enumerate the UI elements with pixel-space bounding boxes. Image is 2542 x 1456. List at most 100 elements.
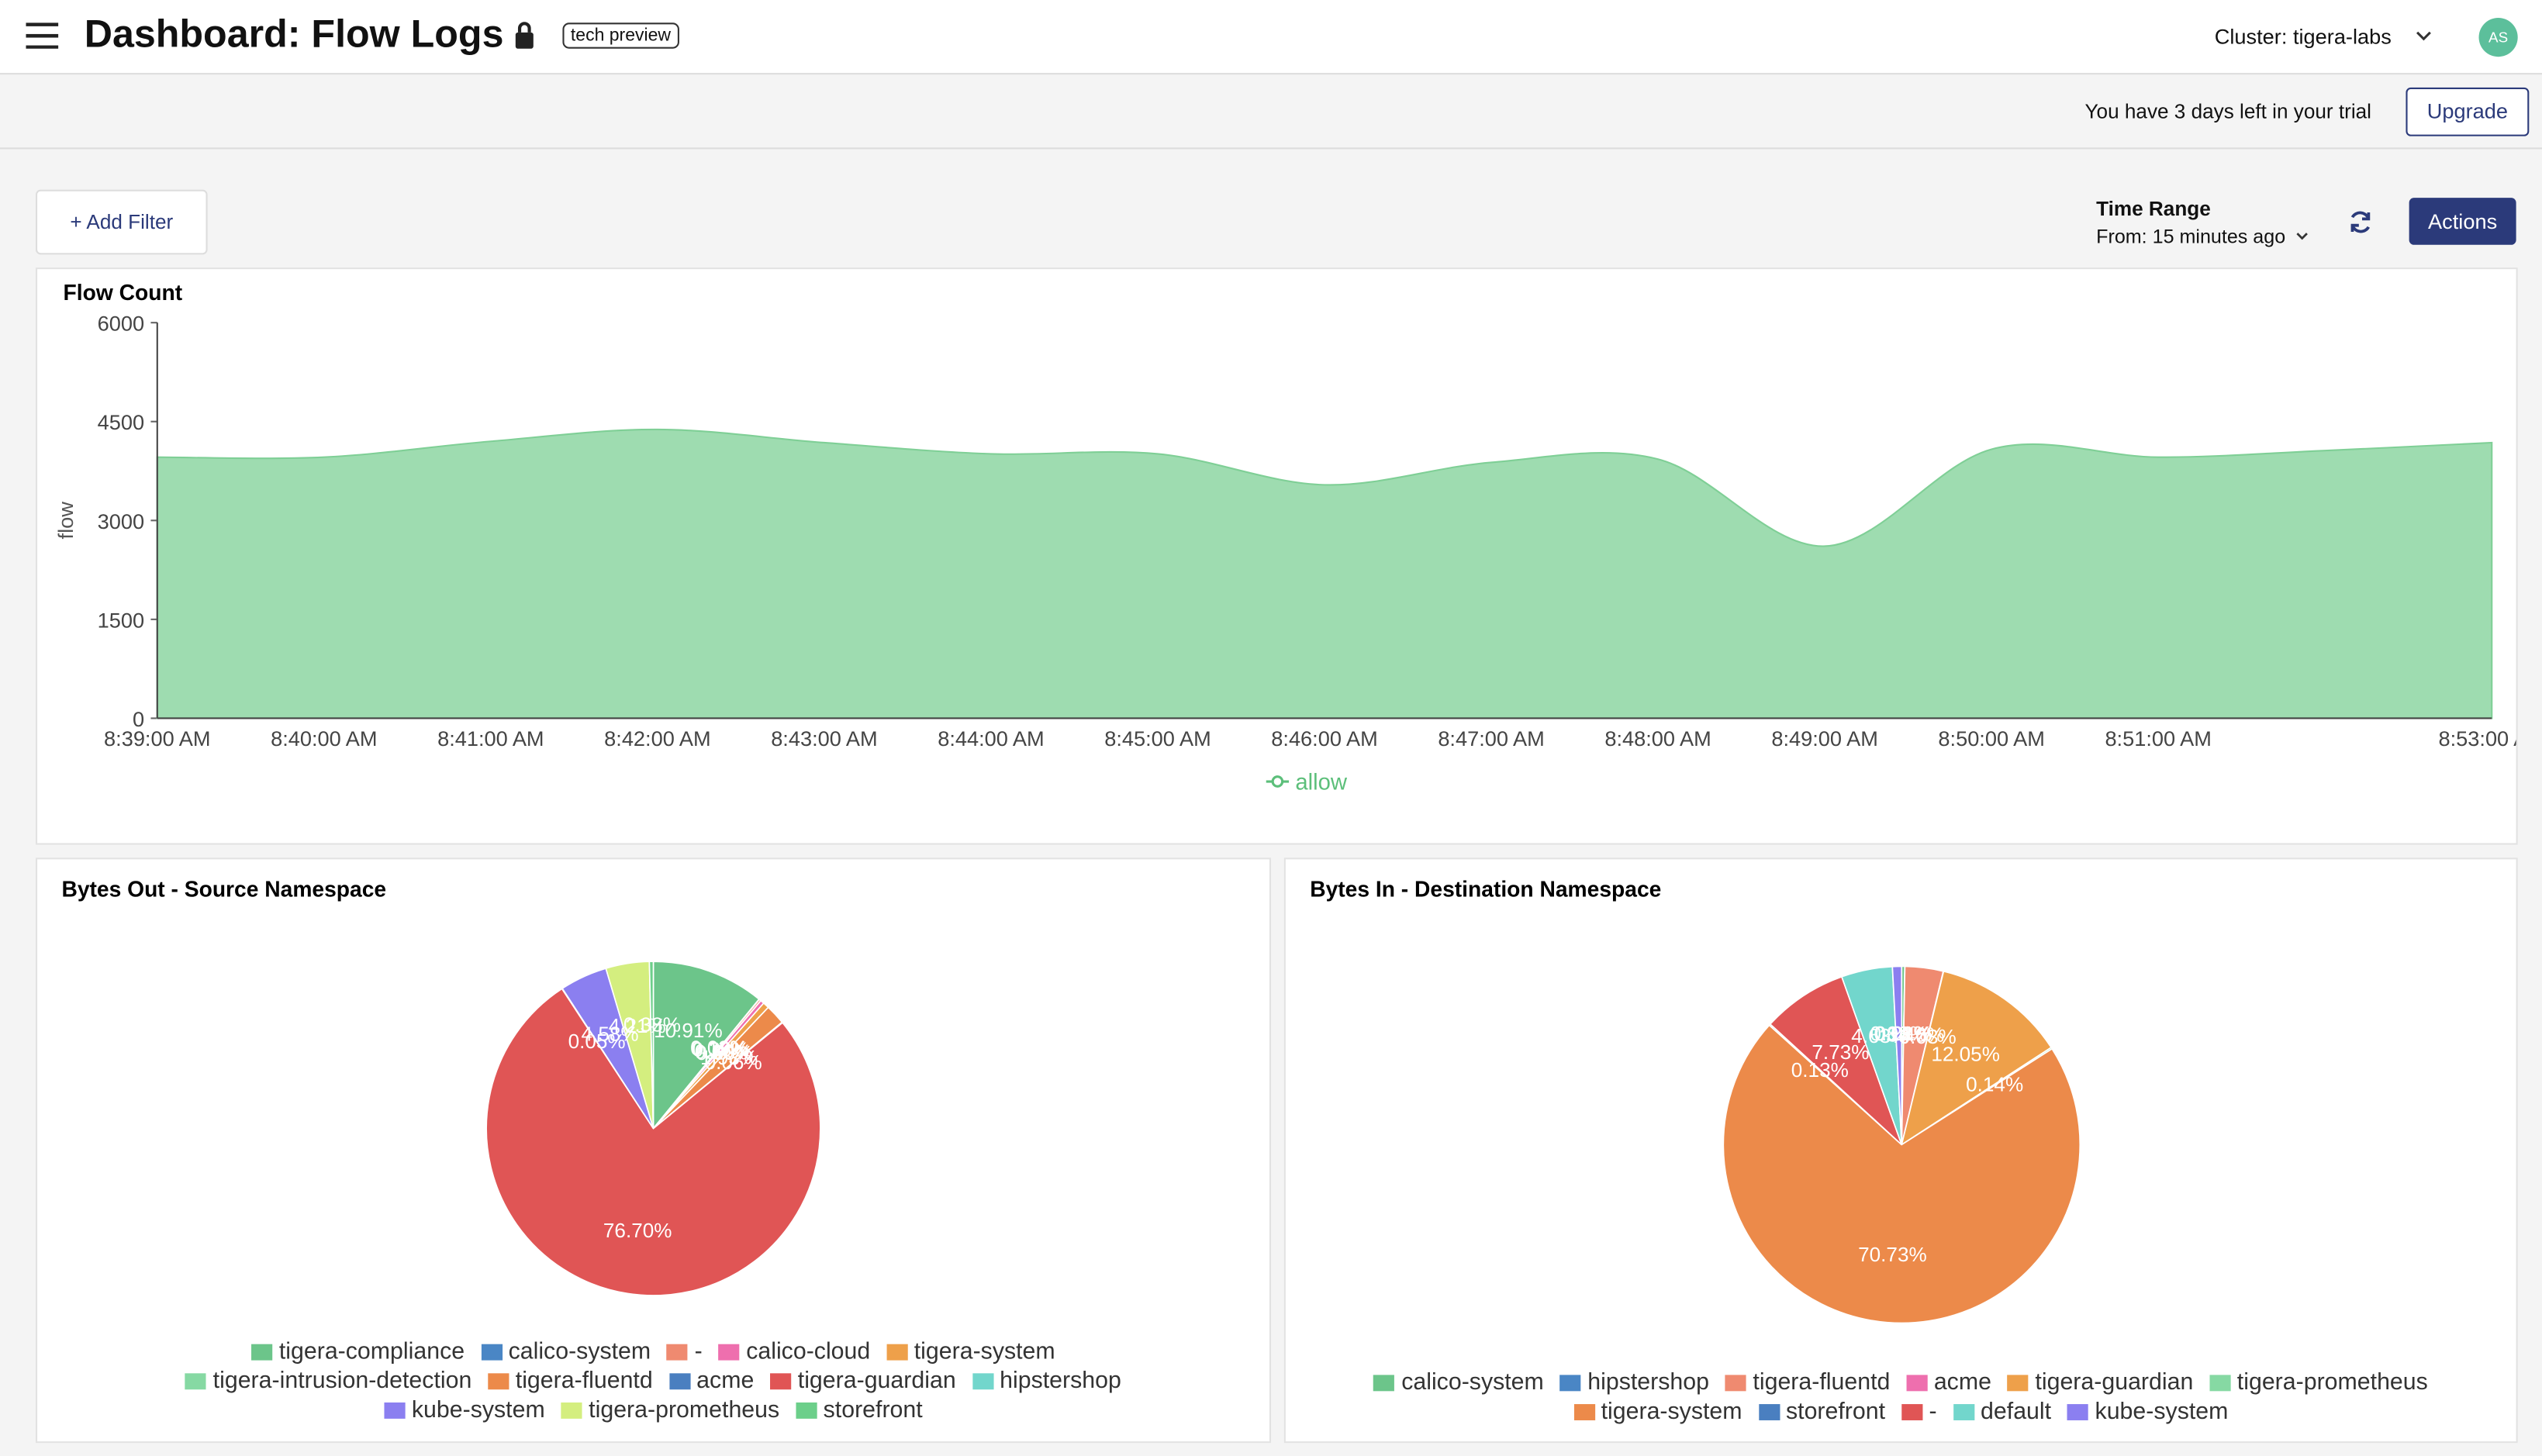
- slice-label: 0.03%: [690, 1037, 748, 1060]
- legend-swatch: [1573, 1404, 1595, 1420]
- legend-item: tigera-prometheus: [561, 1398, 779, 1423]
- slice-label: 4.63%: [1851, 1024, 1908, 1047]
- x-tick-label: 8:51:00 AM: [2105, 726, 2211, 750]
- time-range-label: Time Range: [2096, 198, 2211, 221]
- y-tick-label: 4500: [98, 410, 144, 434]
- legend-item: tigera-fluentd: [1725, 1370, 1890, 1396]
- slice-label: 0.00%: [696, 1041, 753, 1064]
- flow-count-card: Flow Count flow 0 1500 3000 4500 6000 allow 8:39…: [35, 267, 2542, 845]
- legend-item: calico-system: [1373, 1370, 1544, 1396]
- legend-label: calico-system: [508, 1339, 651, 1365]
- y-tick-label: 0: [133, 707, 144, 731]
- divider: [0, 147, 2542, 150]
- pie-chart: Bytes In - Destination Namespace 0.28%0.0…: [1310, 876, 2081, 1324]
- avatar[interactable]: AS: [2478, 18, 2518, 57]
- legend-label: default: [1981, 1399, 2052, 1426]
- legend-label: calico-system: [1401, 1370, 1544, 1396]
- x-tick-label: 8:40:00 AM: [271, 726, 377, 750]
- slice-label: 10.91%: [654, 1019, 723, 1042]
- legend-item: storefront: [1758, 1399, 1885, 1425]
- legend-label: tigera-intrusion-detection: [212, 1368, 472, 1395]
- legend-item: tigera-intrusion-detection: [185, 1368, 472, 1395]
- x-tick-label: 8:53:00 AM: [2439, 726, 2516, 750]
- pie-slice: [648, 961, 654, 1129]
- legend-swatch: [1725, 1375, 1747, 1392]
- bytes-out-card: Bytes Out - Source Namespace 10.91% 0.03% 0…: [35, 857, 1272, 1444]
- pie-slice: [1722, 1024, 2081, 1324]
- legend-label: kube-system: [2095, 1399, 2229, 1426]
- legend-label: calico-cloud: [746, 1339, 871, 1365]
- x-tick-label: 8:45:00 AM: [1104, 726, 1211, 750]
- area: [156, 428, 2493, 719]
- legend-swatch: [1758, 1404, 1780, 1420]
- legend-swatch: [718, 1344, 740, 1361]
- legend-item: tigera-system: [1573, 1399, 1742, 1425]
- legend-swatch: [1953, 1404, 1974, 1420]
- legend-swatch: [667, 1344, 689, 1361]
- legend-item: tigera-prometheus: [2209, 1370, 2428, 1396]
- slice-label: 0.19%: [691, 1037, 748, 1060]
- legend-label: hipstershop: [1587, 1370, 1709, 1396]
- add-filter-button[interactable]: + Add Filter: [35, 189, 208, 255]
- legend-label: kube-system: [411, 1397, 545, 1424]
- legend-item: default: [1953, 1399, 2052, 1426]
- pie-slice: [1769, 975, 1903, 1146]
- x-tick-label: 8:43:00 AM: [771, 726, 877, 750]
- legend-swatch: [251, 1344, 273, 1361]
- refresh-icon[interactable]: [2347, 209, 2373, 235]
- bytes-in-card: Bytes In - Destination Namespace 0.28% 0.0…: [1283, 857, 2518, 1444]
- legend-swatch: [488, 1373, 509, 1390]
- legend-item: hipstershop: [1559, 1370, 1709, 1396]
- cluster-selector[interactable]: Cluster: tigera-labs: [2214, 24, 2392, 49]
- legend-item: calico-cloud: [718, 1339, 871, 1365]
- upgrade-button[interactable]: Upgrade: [2406, 87, 2530, 136]
- legend-label: acme: [696, 1368, 755, 1395]
- legend-label: tigera-fluentd: [515, 1368, 653, 1395]
- legend-swatch: [770, 1373, 792, 1390]
- y-tick-label: 3000: [98, 509, 144, 533]
- legend: tigera-compliance calico-system - calico-cl…: [135, 1339, 1173, 1423]
- legend-label: tigera-guardian: [797, 1368, 956, 1395]
- slice-label: 0.83%: [1870, 1022, 1928, 1045]
- top-bar: [0, 0, 2542, 75]
- slice-label: 1.93%: [700, 1046, 758, 1069]
- badge: tech preview: [562, 22, 679, 49]
- pie-slice: [485, 988, 821, 1296]
- menu-icon[interactable]: [26, 22, 59, 49]
- slice-label: 0.03%: [1899, 1025, 1957, 1048]
- legend-label: storefront: [1785, 1399, 1886, 1426]
- pie-slice: [1900, 970, 2053, 1147]
- legend-swatch: [1373, 1375, 1395, 1392]
- legend-label: allow: [1295, 770, 1348, 795]
- slice-label: 4.58%: [582, 1023, 639, 1046]
- slice-label: 4.21%: [609, 1014, 666, 1037]
- slice-label: 0.60%: [695, 1040, 752, 1063]
- legend-label: tigera-system: [1601, 1399, 1742, 1426]
- legend-item: kube-system: [2067, 1399, 2228, 1425]
- pie-slice: [1891, 965, 1903, 1145]
- legend-swatch: [384, 1402, 406, 1419]
- legend-item: calico-system: [481, 1339, 651, 1365]
- legend-item: -: [1901, 1399, 1937, 1425]
- slice-label: 0.01%: [1875, 1022, 1932, 1045]
- x-tick-label: 8:44:00 AM: [938, 726, 1044, 750]
- legend-item: tigera-guardian: [770, 1368, 956, 1395]
- time-range-value[interactable]: From: 15 minutes ago: [2096, 225, 2286, 248]
- legend-label: tigera-prometheus: [2236, 1370, 2428, 1396]
- legend-swatch: [2209, 1375, 2231, 1392]
- x-tick-label: 8:46:00 AM: [1271, 726, 1377, 750]
- legend-label: tigera-compliance: [278, 1339, 465, 1365]
- slice-label: 0.05%: [568, 1030, 626, 1053]
- legend-item: tigera-compliance: [251, 1339, 465, 1365]
- legend-item: acme: [668, 1368, 755, 1395]
- actions-button[interactable]: Actions: [2409, 198, 2516, 245]
- x-tick-label: 8:47:00 AM: [1438, 726, 1544, 750]
- area-chart: Flow Count flow 0 1500 3000 4500 6000 allow 8:39…: [54, 280, 2542, 795]
- legend-label: tigera-fluentd: [1753, 1370, 1891, 1396]
- slice-label: 0.14%: [1966, 1073, 2023, 1096]
- legend-swatch: [561, 1402, 582, 1419]
- chart-title: Bytes Out - Source Namespace: [61, 876, 386, 901]
- legend: calico-system hipstershop tigera-fluentd ac…: [1318, 1370, 2485, 1425]
- legend-item: kube-system: [384, 1397, 545, 1424]
